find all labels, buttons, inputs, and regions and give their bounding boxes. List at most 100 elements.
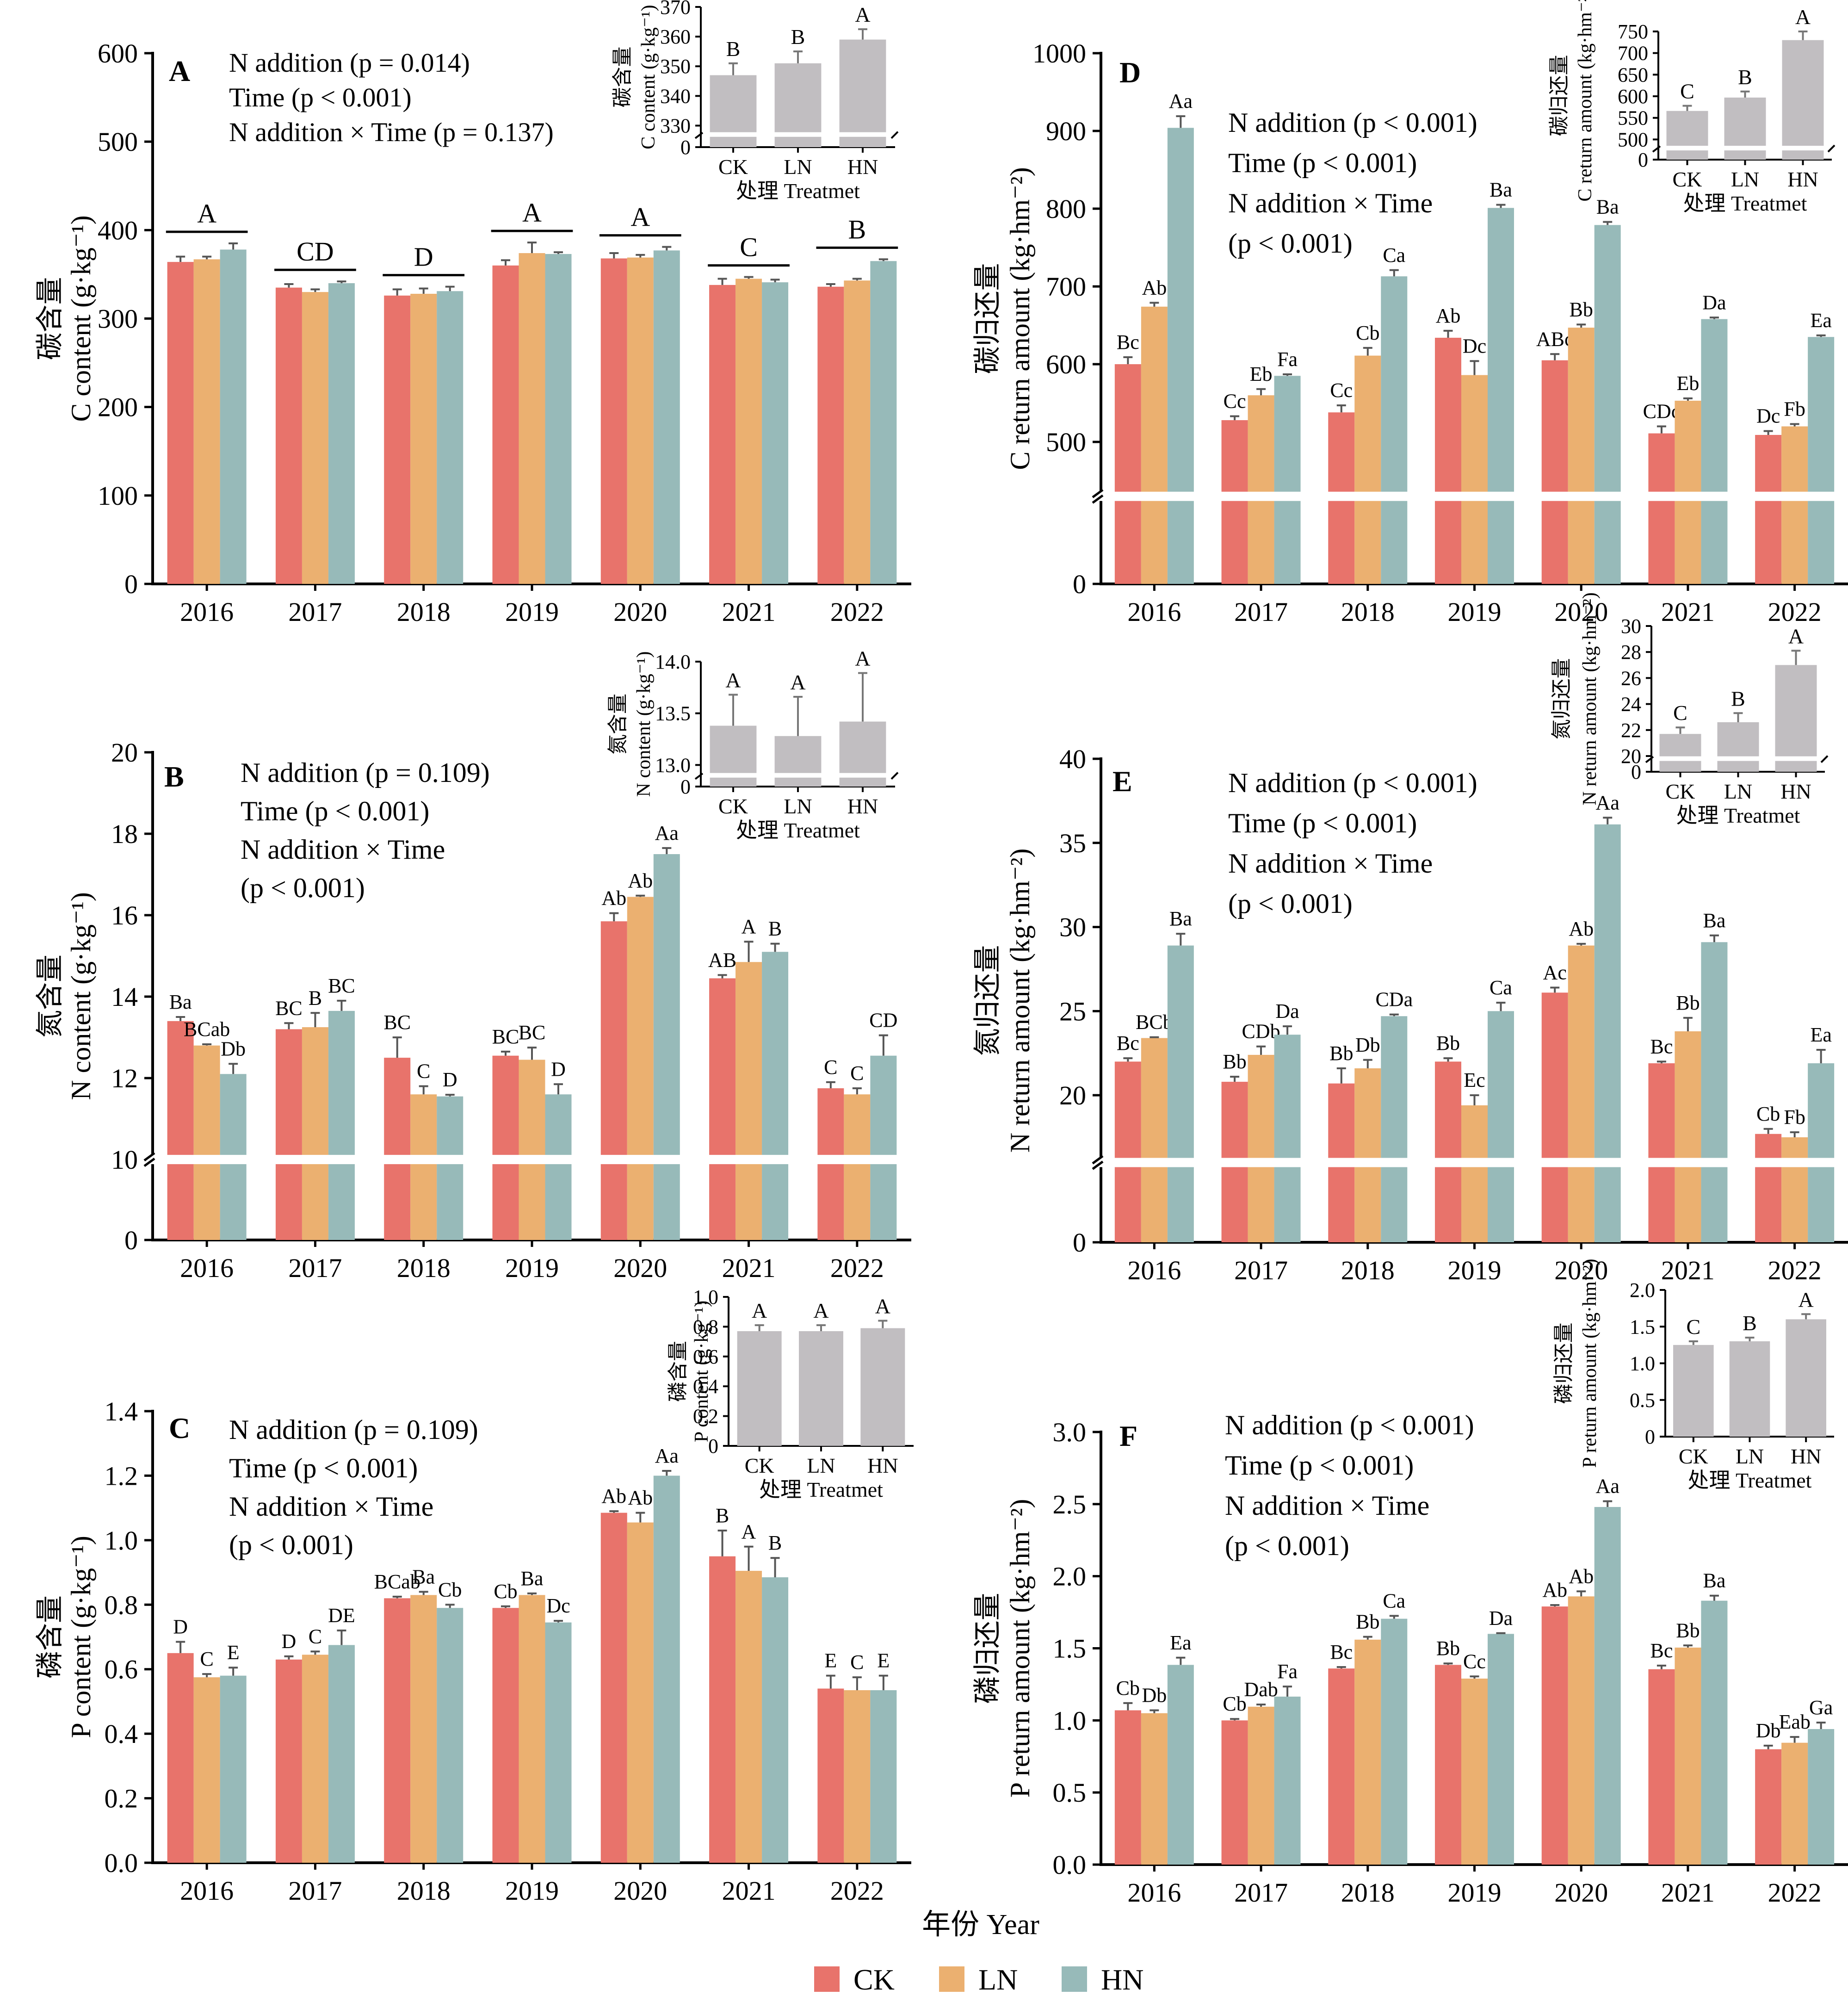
panel-f-inset-y-tick-label: 1.5 xyxy=(1630,1315,1655,1338)
panel-c-bar-label: BCab xyxy=(374,1570,420,1593)
legend: CK LN HN xyxy=(814,1963,1143,1996)
legend-swatch-ck xyxy=(814,1966,840,1992)
panel-d-break-mark xyxy=(1092,494,1104,504)
panel-c-inset-bar-ln xyxy=(799,1331,843,1446)
panel-b-bar-2020-ck xyxy=(600,921,627,1240)
panel-c-bar-label: E xyxy=(227,1641,240,1664)
panel-e-bar-label: Ec xyxy=(1464,1069,1485,1091)
panel-c-bar-2019-ln xyxy=(519,1595,545,1863)
panel-c-y-label-cn: 磷含量 xyxy=(35,1595,65,1679)
panel-e-bar-label: Ea xyxy=(1810,1023,1831,1046)
panel-e-inset-bar-hn xyxy=(1775,665,1817,772)
panel-e-bar-label: Bb xyxy=(1329,1042,1353,1065)
panel-e-bar-2020-hn xyxy=(1594,824,1621,1242)
panel-a-y-tick-label: 200 xyxy=(98,392,138,422)
panel-c-bar-label: Cb xyxy=(438,1578,462,1601)
panel-f-bar-2020-ln xyxy=(1568,1596,1595,1865)
panel-a-group-letter: B xyxy=(848,214,866,244)
panel-a-inset-letter: A xyxy=(855,3,870,26)
panel-a-x-tick-label: 2017 xyxy=(288,597,342,627)
panel-e-bar-2019-ln xyxy=(1461,1105,1488,1242)
panel-b-bar-label: Aa xyxy=(655,822,679,844)
panel-b-bar-2018-hn xyxy=(437,1096,464,1240)
panel-d-inset-y-tick-label: 550 xyxy=(1618,107,1648,130)
panel-b-bar-label: BC xyxy=(492,1025,519,1048)
panel-f-bar-label: Bc xyxy=(1650,1639,1673,1662)
panel-f-inset-letter: C xyxy=(1686,1315,1700,1339)
panel-e-bar-2022-hn xyxy=(1808,1063,1835,1242)
panel-d-bar-2018-hn xyxy=(1381,276,1408,584)
panel-a-bar-2021-ln xyxy=(735,279,762,584)
panel-d-bar-label: Ab xyxy=(1436,304,1461,327)
panel-c-inset-y-tick-label: 1.0 xyxy=(693,1286,718,1308)
panel-e-x-tick-label: 2016 xyxy=(1127,1255,1181,1285)
panel-c-bar-2021-ck xyxy=(709,1556,736,1863)
panel-b-inset-y-tick-label: 0 xyxy=(680,775,691,798)
panel-f-y-tick-label: 2.5 xyxy=(1053,1489,1087,1519)
panel-b-inset-letter: A xyxy=(725,668,741,692)
panel-a-stat-line: N addition × Time (p = 0.137) xyxy=(229,117,554,147)
panel-b-bar-2021-ln xyxy=(735,962,762,1240)
panel-a-inset-y-tick-label: 360 xyxy=(660,25,691,48)
panel-d-x-tick-label: 2016 xyxy=(1127,597,1181,627)
panel-f-label: F xyxy=(1119,1420,1137,1452)
panel-a-group-letter: A xyxy=(630,202,650,232)
panel-d-bar-2022-ck xyxy=(1755,435,1782,584)
panel-d-bar-2019-ck xyxy=(1435,337,1461,584)
panel-a-inset-x-tick-label: LN xyxy=(784,155,812,179)
panel-f-bar-label: Ab xyxy=(1569,1565,1594,1587)
panel-c-bar-2017-ln xyxy=(302,1655,328,1863)
panel-c-bar-label: E xyxy=(877,1649,890,1672)
panel-c-bar-label: Ab xyxy=(628,1487,653,1509)
panel-e-bar-2021-ck xyxy=(1648,1063,1675,1242)
panel-a-inset-break-mark xyxy=(890,131,899,139)
panel-f-bar-2022-ln xyxy=(1781,1742,1808,1865)
panel-f-x-tick-label: 2021 xyxy=(1661,1878,1715,1908)
panel-b-bar-2017-ln xyxy=(302,1027,328,1240)
panel-a-bar-2017-ln xyxy=(302,292,328,584)
panel-b-bar-label: B xyxy=(309,986,322,1009)
panel-a-inset-y-label-en: C content (g·kg⁻¹) xyxy=(638,5,659,149)
panel-f-x-tick-label: 2018 xyxy=(1341,1878,1395,1908)
panel-f-bar-2019-hn xyxy=(1488,1634,1514,1865)
panel-c-stat-line: N addition (p = 0.109) xyxy=(229,1414,478,1445)
panel-a-y-tick-label: 0 xyxy=(124,569,138,599)
panel-e-bar-label: Ca xyxy=(1490,976,1512,999)
panel-a-inset-y-tick-label: 370 xyxy=(660,0,691,19)
panel-b-bar-2016-ck xyxy=(167,1021,194,1240)
panel-c-bar-2016-ck xyxy=(167,1653,194,1863)
panel-c-inset-x-tick-label: CK xyxy=(745,1454,774,1477)
panel-f-bar-2022-ck xyxy=(1755,1749,1782,1865)
panel-b-bar-2022-hn xyxy=(870,1055,897,1240)
panel-d-inset-y-tick-label: 750 xyxy=(1618,20,1648,43)
panel-b-stat-line: N addition (p = 0.109) xyxy=(241,757,490,788)
panel-f-bar-label: Ab xyxy=(1542,1579,1567,1601)
panel-d-bar-2021-ck xyxy=(1648,433,1675,584)
panel-b-bar-label: CD xyxy=(869,1009,897,1032)
panel-d-y-tick-label: 1000 xyxy=(1032,38,1086,68)
panel-b-bar-label: D xyxy=(443,1068,457,1091)
panel-b-break-gap xyxy=(154,1155,912,1165)
panel-b-y-tick-label: 14 xyxy=(111,982,138,1012)
panel-f-bar-label: Eab xyxy=(1779,1711,1810,1733)
panel-b-y-tick-label: 10 xyxy=(111,1145,138,1175)
panel-a-inset-letter: B xyxy=(726,37,741,61)
panel-c-inset-y-tick-label: 0.6 xyxy=(693,1345,718,1368)
panel-f-bar-2017-ln xyxy=(1248,1706,1274,1865)
panel-d-inset-x-tick-label: LN xyxy=(1731,167,1759,191)
panel-c-bar-label: Ba xyxy=(412,1565,435,1588)
panel-d-bar-label: Cc xyxy=(1330,379,1353,402)
panel-f-bar-2016-ck xyxy=(1114,1710,1141,1865)
panel-b-inset-y-tick-label: 13.5 xyxy=(655,702,691,725)
panel-e-bar-label: Cb xyxy=(1756,1103,1780,1125)
panel-f-stat-line: N addition (p < 0.001) xyxy=(1225,1410,1474,1440)
panel-d-x-tick-label: 2018 xyxy=(1341,597,1395,627)
panel-d-bar-label: ABc xyxy=(1536,328,1574,350)
panel-e-bar-label: Da xyxy=(1275,1000,1299,1023)
panel-f-inset-y-label-en: P return amount (kg·hm⁻²) xyxy=(1579,1259,1601,1468)
panel-e-inset-y-tick-label: 0 xyxy=(1631,761,1641,783)
panel-e-x-tick-label: 2017 xyxy=(1234,1255,1288,1285)
